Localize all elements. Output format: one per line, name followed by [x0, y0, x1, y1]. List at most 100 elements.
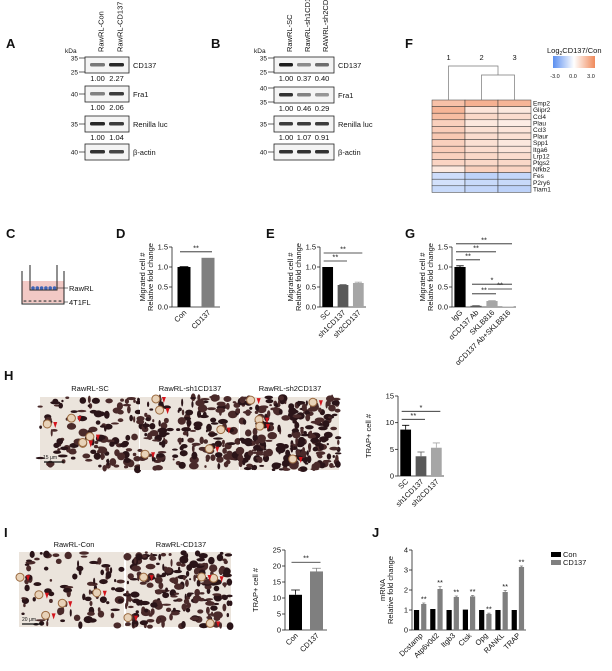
cell: [58, 300, 61, 302]
protein-label: β-actin: [133, 148, 156, 157]
bar: [503, 592, 508, 630]
cell-blob: [206, 616, 208, 618]
cell-blob: [117, 452, 125, 460]
cell-blob: [209, 396, 215, 398]
cell-blob: [58, 455, 68, 458]
y-tick-label: 1: [404, 606, 408, 615]
cell-blob: [140, 582, 147, 585]
cell-blob: [213, 437, 223, 439]
cell-blob: [136, 419, 144, 424]
cell-blob: [132, 599, 140, 604]
significance-label: **: [410, 411, 416, 420]
cell-blob: [33, 582, 41, 586]
densitometry-value: 1.07: [297, 133, 312, 142]
cell-blob: [185, 579, 189, 587]
cell-blob: [239, 396, 245, 403]
cell-blob: [279, 409, 283, 415]
kda-marker: 25: [260, 70, 268, 77]
cell-blob: [147, 625, 153, 629]
y-tick-label: 10: [386, 418, 394, 427]
category-label: Itgb3: [439, 631, 457, 649]
y-tick-label: 15: [273, 578, 281, 587]
cell-blob: [144, 608, 148, 612]
cell-blob: [124, 465, 128, 468]
cell: [40, 286, 44, 290]
cell-blob: [247, 438, 251, 441]
cell-blob: [306, 450, 309, 456]
cell-blob: [65, 397, 69, 399]
osteoclast: [141, 450, 149, 458]
panel-label-j: J: [372, 525, 379, 540]
densitometry-value: 1.00: [279, 133, 294, 142]
osteoclast: [79, 438, 87, 446]
cell-blob: [89, 427, 98, 432]
cell-blob: [140, 601, 150, 605]
cell-blob: [89, 601, 92, 606]
cell: [33, 300, 36, 302]
heatmap-cell: [465, 100, 498, 107]
y-axis-label: Relative fold change: [386, 556, 395, 624]
cell-blob: [215, 440, 222, 447]
cell-blob: [295, 437, 298, 444]
cell-blob: [57, 608, 63, 616]
cell-blob: [210, 605, 217, 610]
protein-band: [90, 92, 105, 96]
cell-blob: [65, 586, 73, 588]
cell-blob: [173, 600, 178, 602]
bar: [400, 430, 411, 476]
cell-blob: [324, 432, 333, 438]
scale-label: 15 μm: [43, 455, 57, 461]
cell-blob: [166, 428, 174, 431]
protein-band: [315, 93, 329, 97]
protein-band: [279, 150, 293, 154]
cell-blob: [71, 457, 76, 460]
y-tick-label: 1.5: [158, 243, 168, 252]
y-tick-label: 0.5: [306, 283, 316, 292]
cell-blob: [257, 457, 262, 463]
y-tick-label: 0.5: [438, 283, 448, 292]
cell-blob: [85, 597, 92, 602]
cell-blob: [110, 458, 117, 466]
cell-blob: [152, 466, 157, 471]
cell-blob: [131, 565, 141, 571]
heatmap-cell: [432, 113, 465, 120]
cell-blob: [123, 404, 132, 406]
cell-blob: [256, 440, 260, 445]
protein-label: CD137: [133, 61, 156, 70]
heatmap-cell: [432, 173, 465, 180]
cell-blob: [214, 586, 220, 592]
cell-blob: [156, 563, 160, 565]
cell: [28, 300, 31, 302]
bar: [338, 285, 349, 307]
cell-blob: [206, 598, 213, 600]
heatmap-cell: [465, 159, 498, 166]
densitometry-value: 1.04: [109, 133, 124, 142]
cell-blob: [161, 620, 165, 627]
cell-blob: [179, 462, 186, 469]
cell-blob: [305, 414, 310, 421]
cell-blob: [211, 422, 219, 425]
cell-blob: [150, 430, 159, 436]
cell-blob: [124, 458, 131, 463]
cell-blob: [222, 444, 224, 447]
bar: [486, 614, 491, 630]
cell-blob: [104, 411, 110, 419]
cell-blob: [191, 452, 197, 460]
osteoclast: [58, 599, 66, 607]
cell-blob: [192, 445, 195, 452]
cell-blob: [158, 554, 161, 561]
cell-blob: [51, 429, 53, 436]
cell-blob: [88, 396, 91, 404]
y-tick-label: 1.0: [306, 263, 316, 272]
cell-blob: [157, 574, 160, 576]
cell-blob: [114, 579, 116, 582]
cell-blob: [162, 573, 167, 577]
cell-blob: [328, 405, 336, 412]
heatmap-cell: [498, 113, 531, 120]
cell-blob: [145, 417, 150, 421]
cell-blob: [129, 415, 133, 421]
cell-blob: [92, 398, 100, 404]
